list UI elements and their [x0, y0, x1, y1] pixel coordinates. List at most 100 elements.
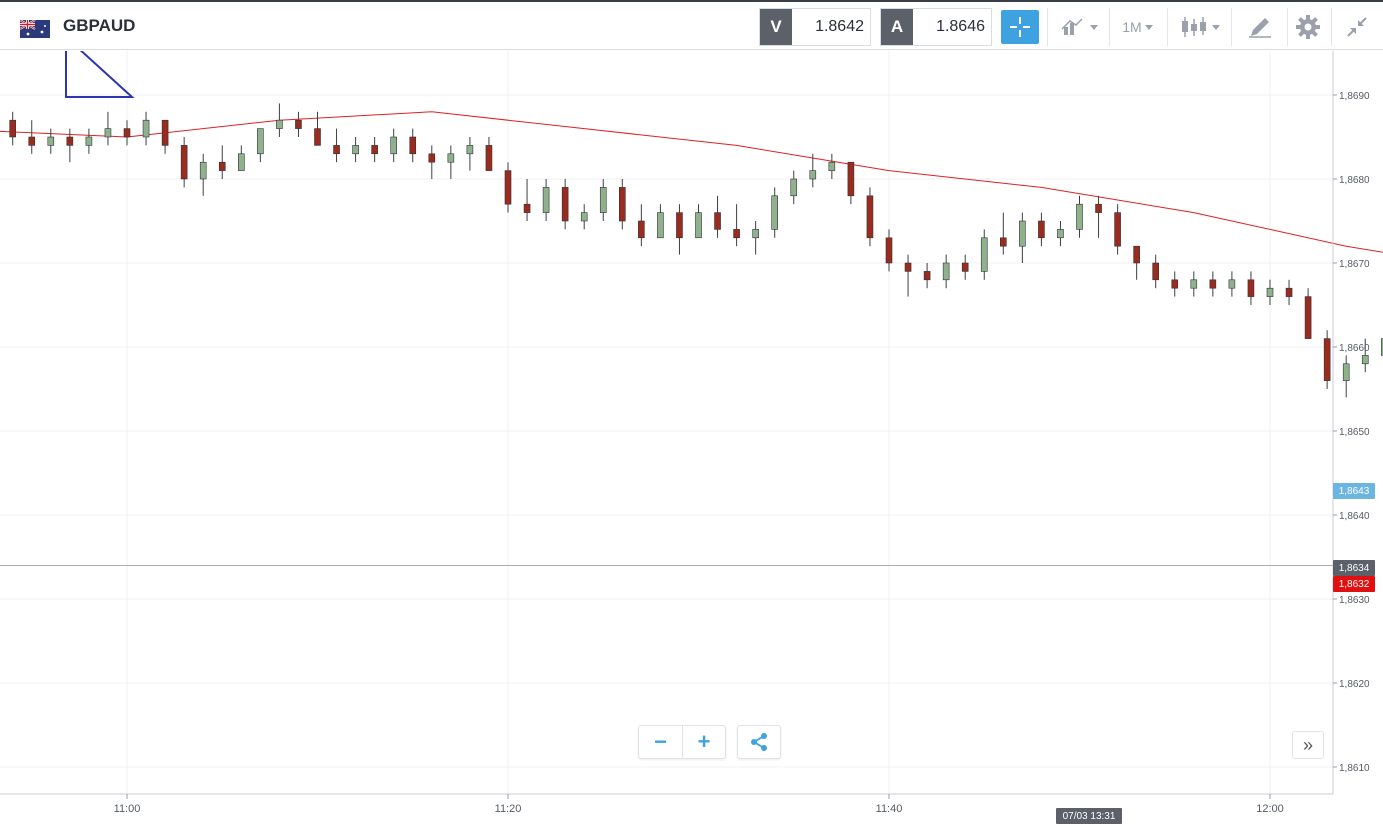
candle-body — [771, 195, 779, 230]
candle-down — [885, 229, 893, 272]
candle-down — [1285, 279, 1293, 305]
chart-type-dropdown[interactable] — [1173, 8, 1227, 46]
candle-up — [657, 204, 664, 239]
candle-down — [1095, 195, 1102, 238]
y-tick-label: 1,8610 — [1339, 763, 1370, 774]
candle-body — [85, 136, 93, 146]
drawings[interactable] — [65, 51, 135, 98]
candle-up — [1342, 355, 1350, 398]
candle-body — [1323, 338, 1331, 381]
gb-au-flag-icon — [20, 20, 50, 38]
candle-down — [1152, 254, 1159, 289]
candle-body — [1381, 338, 1383, 356]
candle-body — [904, 262, 912, 272]
candle-down — [428, 145, 436, 179]
crosshair-button[interactable] — [1001, 10, 1039, 44]
candle-down — [1304, 288, 1312, 339]
settings-button[interactable] — [1291, 8, 1325, 46]
x-tick-label: 11:00 — [114, 803, 141, 815]
candle-up — [752, 221, 759, 255]
candle-body — [1152, 262, 1159, 281]
candle-body — [961, 262, 969, 272]
timeframe-dropdown[interactable]: 1M — [1115, 8, 1163, 46]
toolbar-separator — [1331, 8, 1332, 46]
candle-body — [695, 212, 702, 239]
zoom-out-button[interactable]: − — [654, 729, 667, 754]
symbol-name: GBPAUD — [63, 16, 136, 35]
indicators-icon — [1061, 18, 1098, 35]
y-tick-label: 1,8690 — [1339, 91, 1370, 102]
candle-down — [485, 137, 493, 171]
candle-up — [276, 103, 283, 137]
candle-body — [466, 145, 474, 155]
candle-body — [257, 128, 264, 155]
scroll-to-end-button[interactable]: » — [1292, 731, 1324, 759]
y-tick-label: 1,8680 — [1339, 175, 1370, 186]
collapse-button[interactable] — [1337, 8, 1377, 46]
toolbar-separator — [1047, 8, 1048, 46]
candle-down — [1209, 271, 1217, 297]
candle-up — [542, 179, 550, 221]
candle-down — [523, 179, 531, 221]
candle-body — [428, 153, 436, 163]
crosshair-price-tag: 1,8634 — [1333, 560, 1375, 576]
candle-down — [676, 204, 683, 255]
draw-button[interactable] — [1237, 8, 1283, 46]
candle-up — [199, 153, 207, 196]
zoom-in-button[interactable]: + — [681, 726, 725, 758]
y-tick-label: 1,8660 — [1339, 343, 1370, 354]
indicators-button[interactable] — [1055, 8, 1105, 46]
x-axis: 4011:0011:2011:4012:0012:2012:4013:0013:… — [114, 794, 1284, 815]
candle-body — [1209, 279, 1217, 289]
price-chart[interactable]: 1,8690 1,8680 1,8670 1,8660 1,8650 1,8640 1,86… — [0, 51, 1383, 826]
candle-down — [66, 128, 74, 163]
moving-average-line — [0, 111, 1383, 253]
candle-body — [1019, 220, 1026, 247]
candle-down — [561, 179, 569, 230]
candle-body — [523, 203, 531, 213]
candle-up — [1361, 338, 1369, 373]
share-button[interactable] — [737, 725, 781, 759]
candle-body — [1304, 296, 1312, 339]
candle-down — [333, 128, 340, 163]
candle-up — [47, 128, 55, 154]
triangle-drawing[interactable] — [65, 51, 135, 98]
candle-down — [123, 120, 131, 146]
x-tick-label: 12:00 — [1256, 803, 1284, 815]
candle-down — [295, 111, 302, 137]
candle-down — [180, 137, 188, 188]
candle-body — [352, 145, 359, 155]
ask-quote[interactable]: A 1.8646 — [880, 8, 992, 46]
candle-down — [904, 254, 912, 297]
candle-up — [1381, 338, 1383, 356]
y-tick-label: 1,8670 — [1339, 259, 1370, 270]
candle-down — [409, 128, 417, 163]
toolbar-separator — [1109, 8, 1110, 46]
draw-icon — [1249, 18, 1271, 38]
candle-body — [314, 128, 321, 146]
candle-body — [618, 187, 626, 222]
candle-body — [371, 145, 378, 155]
timeframe-label: 1M — [1122, 19, 1142, 35]
candle-down — [1323, 330, 1331, 389]
candle-down — [1171, 271, 1179, 297]
candle-body — [47, 136, 55, 146]
candle-body — [599, 187, 607, 213]
candle-body — [923, 271, 931, 281]
candle-down — [314, 111, 321, 146]
y-tick-label: 1,8620 — [1339, 679, 1370, 690]
candle-body — [1285, 287, 1293, 297]
candle-up — [1057, 221, 1064, 247]
candle-down — [714, 195, 721, 238]
candle-up — [771, 187, 779, 238]
bid-quote[interactable]: V 1.8642 — [759, 8, 871, 46]
candle-body — [504, 170, 512, 205]
candle-up — [1190, 271, 1198, 297]
moving-average-layer — [0, 111, 1383, 253]
candle-body — [1190, 279, 1198, 289]
candle-body — [180, 145, 188, 180]
crosshair — [0, 565, 1333, 566]
candle-down — [618, 179, 626, 230]
candle-body — [638, 220, 645, 239]
